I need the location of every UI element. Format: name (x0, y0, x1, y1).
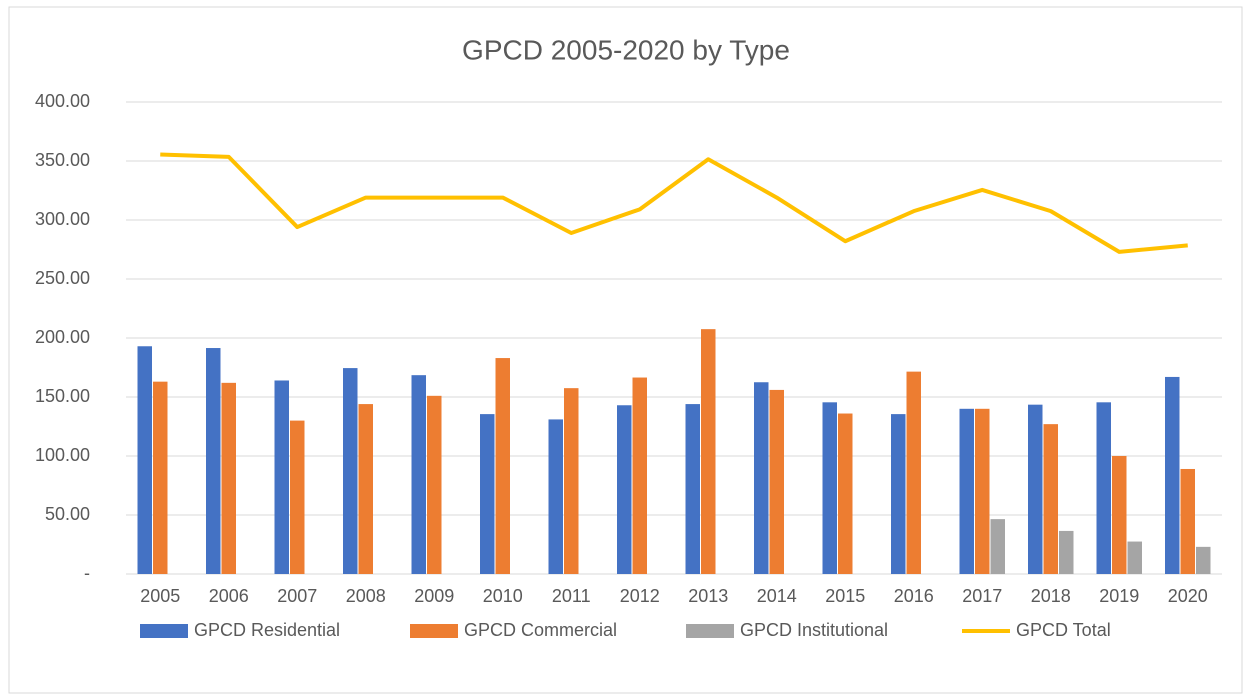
legend-label: GPCD Total (1016, 620, 1111, 640)
x-tick-label: 2006 (209, 586, 249, 606)
x-tick-label: 2007 (277, 586, 317, 606)
bar (822, 402, 837, 574)
y-tick-label: 400.00 (35, 91, 90, 111)
x-tick-label: 2013 (688, 586, 728, 606)
bar (274, 380, 289, 574)
bar (838, 413, 853, 574)
y-tick-label: 50.00 (45, 504, 90, 524)
x-tick-label: 2020 (1168, 586, 1208, 606)
x-tick-label: 2011 (552, 586, 591, 606)
bar (427, 395, 442, 574)
bar (495, 358, 510, 574)
bar (221, 382, 236, 574)
x-tick-label: 2012 (620, 586, 660, 606)
line (160, 152, 1188, 254)
bar (358, 404, 373, 574)
y-tick-label: - (84, 563, 90, 583)
legend-swatch (686, 624, 734, 638)
x-tick-label: 2018 (1031, 586, 1071, 606)
legend-swatch (140, 624, 188, 638)
bar (906, 371, 921, 574)
bar (343, 368, 358, 574)
bar (1112, 456, 1127, 574)
bar (480, 414, 495, 574)
bar (1043, 424, 1058, 574)
bar (153, 381, 168, 574)
bar (975, 408, 990, 574)
bar (891, 414, 906, 574)
bar (632, 377, 647, 574)
bar (1180, 468, 1195, 574)
y-tick-label: 350.00 (35, 150, 90, 170)
x-tick-label: 2015 (825, 586, 865, 606)
x-tick-label: 2014 (757, 586, 797, 606)
bar (290, 420, 305, 574)
bar (1059, 530, 1074, 574)
x-tick-label: 2016 (894, 586, 934, 606)
y-tick-label: 200.00 (35, 327, 90, 347)
bar (548, 419, 563, 574)
bar (137, 346, 152, 574)
y-tick-label: 250.00 (35, 268, 90, 288)
legend-swatch (410, 624, 458, 638)
y-tick-label: 300.00 (35, 209, 90, 229)
y-tick-label: 100.00 (35, 445, 90, 465)
legend-label: GPCD Residential (194, 620, 340, 640)
x-tick-label: 2010 (483, 586, 523, 606)
x-tick-label: 2008 (346, 586, 386, 606)
bar (411, 375, 426, 574)
bar (959, 408, 974, 574)
bar (1165, 376, 1180, 574)
x-tick-label: 2005 (140, 586, 180, 606)
bar (206, 348, 221, 574)
y-tick-label: 150.00 (35, 386, 90, 406)
bar (685, 404, 700, 574)
bar (617, 405, 632, 574)
bar (1096, 402, 1111, 574)
bar (1028, 404, 1043, 574)
chart-title: GPCD 2005-2020 by Type (462, 34, 790, 65)
x-tick-label: 2009 (414, 586, 454, 606)
bar (1127, 541, 1142, 574)
bar (701, 329, 716, 574)
x-tick-label: 2017 (962, 586, 1002, 606)
bar (564, 388, 579, 574)
bar (1196, 546, 1211, 574)
legend-label: GPCD Commercial (464, 620, 617, 640)
bar (990, 519, 1005, 574)
bar (754, 382, 769, 574)
x-tick-label: 2019 (1099, 586, 1139, 606)
bar (769, 389, 784, 574)
legend-label: GPCD Institutional (740, 620, 888, 640)
